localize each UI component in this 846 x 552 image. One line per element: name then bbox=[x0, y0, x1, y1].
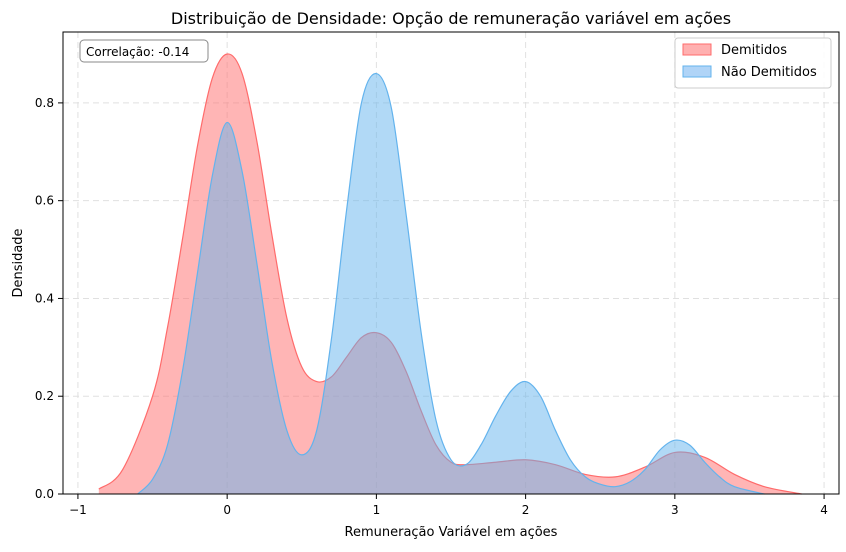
x-tick-label: 0 bbox=[223, 503, 231, 517]
x-tick-label: 3 bbox=[671, 503, 679, 517]
y-tick-label: 0.2 bbox=[35, 389, 54, 403]
series-areas bbox=[98, 53, 802, 495]
legend-box bbox=[674, 37, 832, 89]
y-tick-label: 0.0 bbox=[35, 487, 54, 501]
x-tick-label: 4 bbox=[820, 503, 828, 517]
plot-frame bbox=[62, 31, 840, 495]
chart-title: Distribuição de Densidade: Opção de remu… bbox=[171, 9, 731, 28]
legend-label-demitidos: Demitidos bbox=[721, 43, 787, 58]
axes: −1 0 1 2 3 4 0.0 0.2 0.4 0.6 0.8 bbox=[35, 96, 828, 517]
y-tick-label: 0.4 bbox=[35, 291, 54, 305]
x-tick-label: −1 bbox=[69, 503, 87, 517]
series-area-nao-demitidos-line bbox=[137, 72, 765, 495]
x-tick-label: 1 bbox=[373, 503, 381, 517]
legend-swatch-demitidos bbox=[682, 43, 712, 56]
legend: Demitidos Não Demitidos bbox=[674, 37, 832, 89]
legend-swatch-nao-demitidos bbox=[682, 65, 712, 78]
y-tick-label: 0.8 bbox=[35, 96, 54, 110]
x-tick-label: 2 bbox=[522, 503, 530, 517]
series-area-nao-demitidos bbox=[137, 73, 765, 494]
legend-label-nao-demitidos: Não Demitidos bbox=[721, 65, 817, 80]
annotation-box bbox=[79, 39, 209, 63]
y-tick-label: 0.6 bbox=[35, 194, 54, 208]
y-axis-label: Densidade bbox=[11, 228, 26, 297]
x-axis-label: Remuneração Variável em ações bbox=[345, 525, 558, 540]
correlation-annotation: Correlação: -0.14 bbox=[79, 39, 209, 63]
annotation-text: Correlação: -0.14 bbox=[86, 45, 189, 59]
